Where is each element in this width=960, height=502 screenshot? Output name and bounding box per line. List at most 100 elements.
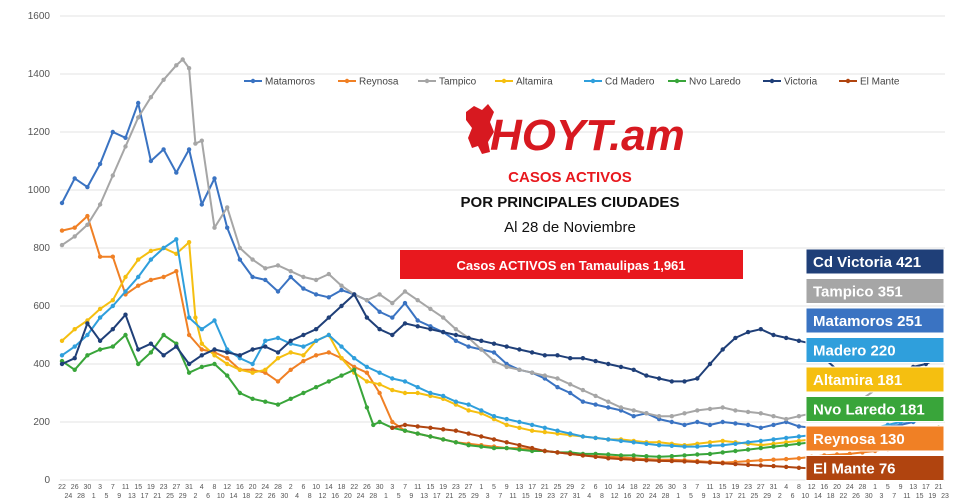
data-point-reynosa	[796, 456, 802, 461]
data-point-cd-madero	[85, 332, 90, 338]
data-point-altamira	[199, 341, 204, 346]
x-tick-label: 6	[206, 493, 210, 500]
data-point-nvo-laredo	[517, 447, 522, 452]
data-point-nvo-laredo	[695, 452, 700, 457]
city-total-box: Altamira 181	[805, 366, 945, 393]
x-tick-label: 26	[268, 493, 276, 500]
data-point-cd-madero	[212, 318, 217, 323]
data-point-cd-madero	[402, 379, 408, 384]
data-point-tampico	[504, 364, 509, 370]
data-point-victoria	[110, 327, 116, 332]
data-point-nvo-laredo	[631, 453, 636, 458]
legend-label: Victoria	[784, 77, 818, 88]
x-tick-label: 7	[111, 484, 115, 491]
data-point-matamoros	[237, 257, 243, 262]
data-point-cd-madero	[428, 390, 433, 396]
data-point-cd-madero	[301, 344, 306, 349]
data-point-cd-madero	[59, 353, 65, 358]
x-tick-label: 26	[852, 493, 860, 500]
data-point-reynosa	[301, 358, 306, 364]
data-point-matamoros	[580, 399, 586, 404]
data-point-el-mante	[695, 459, 700, 465]
data-point-tampico	[326, 271, 331, 277]
data-point-cd-madero	[682, 444, 687, 449]
data-point-altamira	[466, 408, 471, 413]
x-tick-label: 10	[312, 484, 320, 491]
data-point-matamoros	[161, 147, 166, 152]
data-point-el-mante	[707, 460, 713, 465]
data-point-altamira	[237, 367, 243, 372]
subtitle-red: CASOS ACTIVOS	[508, 169, 632, 186]
date-line: Al 28 de Noviembre	[504, 219, 636, 236]
data-point-altamira	[517, 425, 522, 430]
data-point-matamoros	[136, 100, 141, 106]
x-tick-label: 17	[433, 493, 441, 500]
data-point-victoria	[148, 341, 154, 346]
data-point-victoria	[275, 350, 281, 355]
x-tick-label: 7	[892, 493, 896, 500]
data-point-cd-madero	[326, 332, 331, 338]
data-point-matamoros	[733, 421, 738, 426]
data-point-cd-madero	[313, 338, 319, 343]
x-tick-label: 8	[213, 484, 217, 491]
data-point-matamoros	[110, 129, 116, 135]
data-point-nvo-laredo	[301, 390, 306, 396]
series-line-matamoros	[61, 102, 940, 434]
data-point-nvo-laredo	[352, 367, 357, 372]
x-tick-label: 31	[770, 484, 778, 491]
data-point-altamira	[110, 298, 116, 303]
data-point-nvo-laredo	[428, 434, 433, 439]
series-lines	[59, 57, 941, 473]
legend-item-cd-madero: Cd Madero	[584, 77, 655, 88]
x-tick-label: 23	[547, 493, 555, 500]
data-point-altamira	[148, 248, 154, 254]
data-point-nvo-laredo	[682, 453, 687, 458]
data-point-nvo-laredo	[326, 379, 331, 384]
data-point-tampico	[59, 242, 65, 248]
data-point-el-mante	[555, 450, 560, 455]
data-point-nvo-laredo	[644, 454, 649, 459]
x-tick-label: 23	[941, 493, 949, 500]
data-point-matamoros	[85, 184, 90, 190]
x-tick-label: 26	[363, 484, 371, 491]
x-tick-label: 7	[403, 484, 407, 491]
x-tick-label: 29	[179, 493, 187, 500]
data-point-victoria	[656, 376, 662, 381]
data-point-victoria	[771, 332, 776, 338]
data-point-nvo-laredo	[339, 373, 344, 378]
data-point-tampico	[682, 411, 687, 416]
data-point-el-mante	[784, 464, 789, 470]
data-point-nvo-laredo	[377, 419, 382, 425]
city-total-box-bg	[805, 307, 945, 334]
data-point-victoria	[390, 332, 395, 338]
x-tick-label: 21	[541, 484, 549, 491]
x-tick-label: 25	[554, 484, 562, 491]
data-point-tampico	[707, 406, 713, 412]
data-point-reynosa	[148, 277, 154, 283]
x-tick-label: 3	[683, 484, 687, 491]
x-tick-label: 27	[757, 484, 765, 491]
data-point-altamira	[707, 440, 713, 445]
series-line-cd-madero	[61, 238, 939, 448]
data-point-victoria	[784, 335, 789, 341]
data-point-reynosa	[110, 254, 116, 259]
data-point-victoria	[504, 344, 509, 349]
x-tick-label: 9	[505, 484, 509, 491]
x-tick-label: 8	[797, 484, 801, 491]
city-total-box: Tampico 351	[805, 278, 945, 304]
data-point-cd-madero	[695, 444, 700, 449]
data-point-reynosa	[199, 347, 204, 352]
data-point-cd-madero	[656, 443, 662, 448]
x-tick-label: 12	[808, 484, 816, 491]
data-point-tampico	[733, 408, 738, 413]
data-point-victoria	[85, 321, 90, 326]
y-tick-label: 1200	[28, 127, 51, 138]
x-tick-label: 10	[217, 493, 225, 500]
data-point-tampico	[148, 95, 154, 100]
data-point-cd-madero	[263, 338, 268, 343]
data-point-cd-madero	[720, 443, 725, 448]
y-tick-label: 400	[33, 359, 50, 370]
x-tick-label: 7	[695, 484, 699, 491]
